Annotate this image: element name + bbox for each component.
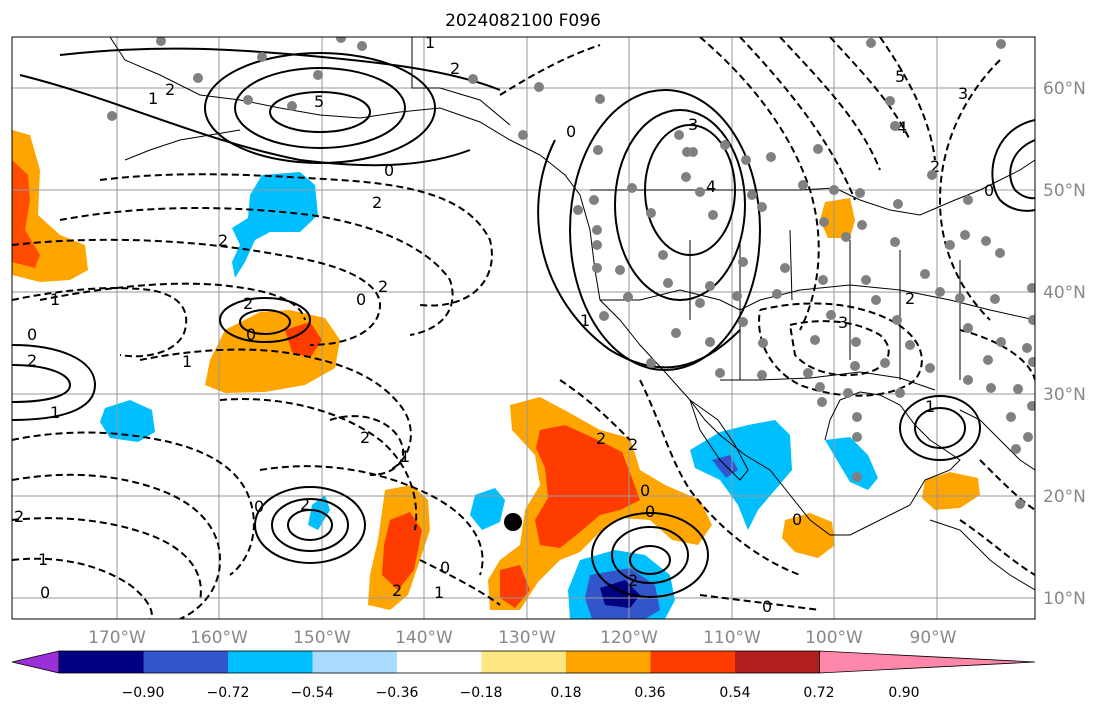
contour-label: 0 (440, 558, 450, 577)
contour-label: 1 (182, 352, 192, 371)
lat-tick-label: 10°N (1043, 589, 1086, 609)
contour-label: 3 (958, 84, 968, 103)
contour-labels: 1 2 5 2 0 2 1 0 3 4 1 2 0 1 2 0 2 0 2 2 … (14, 33, 994, 616)
lon-tick-label: 110°W (703, 628, 761, 648)
lat-tick-label: 60°N (1043, 79, 1086, 99)
contour-label: 0 (254, 497, 264, 516)
contour-label: 2 (14, 507, 24, 526)
contour-label: 3 (688, 115, 698, 134)
colorbar-frame (58, 650, 820, 674)
colorbar-tick-label: −0.18 (460, 685, 503, 701)
contour-label: 1 (148, 89, 158, 108)
contour-label: 5 (895, 67, 905, 86)
colorbar-extend-low (11, 650, 60, 674)
colorbar-tick-label: 0.18 (550, 685, 581, 701)
contour-label: 2 (392, 581, 402, 600)
contours-dashed (12, 37, 1035, 619)
storm-marker (504, 513, 522, 531)
colorbar-segment (228, 651, 313, 673)
contour-label: 3 (838, 313, 848, 332)
lon-tick-label: 150°W (293, 628, 351, 648)
colorbar-tick-label: 0.36 (634, 685, 665, 701)
colorbar-segment (312, 651, 398, 673)
contour-label: 0 (984, 181, 994, 200)
colorbar-tick-label: 0.90 (888, 685, 919, 701)
contour-label: 0 (40, 583, 50, 602)
contour-label: 2 (628, 435, 638, 454)
colorbar-segment (735, 651, 820, 673)
contour-label: 2 (628, 571, 638, 590)
contour-label: 1 (38, 550, 48, 569)
contour-label: 2 (27, 351, 37, 370)
contour-label: 0 (792, 510, 802, 529)
lon-tick-label: 170°W (88, 628, 146, 648)
colorbar-tick-label: −0.72 (207, 685, 250, 701)
colorbar-segment (481, 651, 567, 673)
colorbar-segment (566, 651, 651, 673)
contour-label: 0 (27, 325, 37, 344)
contour-label: 2 (218, 231, 228, 250)
map-frame (11, 36, 1036, 620)
contour-label: 2 (165, 80, 175, 99)
contour-label: 2 (930, 157, 940, 176)
colorbar-tick-label: −0.90 (122, 685, 165, 701)
lon-tick-label: 90°W (910, 628, 957, 648)
contour-label: 2 (360, 428, 370, 447)
contour-label: 2 (378, 277, 388, 296)
lon-axis: 170°W 160°W 150°W 140°W 130°W 120°W 110°… (88, 628, 957, 648)
colorbar-tick-label: −0.54 (291, 685, 334, 701)
colorbar-segment (59, 651, 144, 673)
lat-axis: 60°N 50°N 40°N 30°N 20°N 10°N (1043, 79, 1086, 609)
contour-label: 2 (450, 59, 460, 78)
contour-label: 2 (300, 495, 310, 514)
lon-tick-label: 120°W (600, 628, 658, 648)
contour-label: 1 (925, 397, 935, 416)
contours-solid (12, 47, 1035, 598)
lat-tick-label: 50°N (1043, 181, 1086, 201)
lat-tick-label: 30°N (1043, 385, 1086, 405)
colorbar-tick-label: 0.72 (803, 685, 834, 701)
colorbar-tick-label: 0.54 (719, 685, 750, 701)
colorbar-segment (143, 651, 229, 673)
contour-label: 1 (425, 33, 435, 52)
contour-label: 2 (372, 193, 382, 212)
contour-label: 1 (434, 583, 444, 602)
lon-tick-label: 100°W (805, 628, 863, 648)
contour-label: 1 (580, 311, 590, 330)
lat-tick-label: 40°N (1043, 283, 1086, 303)
colorbar-segment (650, 651, 736, 673)
lon-tick-label: 140°W (395, 628, 453, 648)
map-title: 2024082100 F096 (445, 11, 601, 31)
contour-label: 0 (640, 481, 650, 500)
contour-label: 2 (243, 294, 253, 313)
colorbar-extend-high (819, 650, 1036, 674)
contour-label: 0 (645, 502, 655, 521)
contour-label: 0 (246, 325, 256, 344)
contour-label: 1 (50, 403, 60, 422)
colorbar (11, 650, 1036, 674)
contour-label: 4 (706, 177, 716, 196)
contour-label: 1 (400, 447, 410, 466)
map-panel: 1 2 5 2 0 2 1 0 3 4 1 2 0 1 2 0 2 0 2 2 … (12, 33, 1035, 619)
colorbar-labels: −0.90 −0.72 −0.54 −0.36 −0.18 0.18 0.36 … (122, 685, 920, 701)
contour-label: 0 (356, 290, 366, 309)
contour-label: 0 (384, 161, 394, 180)
colorbar-tick-label: −0.36 (376, 685, 419, 701)
lon-tick-label: 160°W (190, 628, 248, 648)
contour-label: 5 (314, 92, 324, 111)
contour-label: 0 (762, 597, 772, 616)
contour-label: 0 (566, 122, 576, 141)
lon-tick-label: 130°W (498, 628, 556, 648)
colorbar-segment (397, 651, 482, 673)
contour-label: 2 (905, 289, 915, 308)
graticule (12, 37, 1035, 619)
contour-label: 1 (50, 290, 60, 309)
contour-label: 4 (897, 118, 907, 137)
lat-tick-label: 20°N (1043, 487, 1086, 507)
station-dots (107, 37, 1035, 509)
contour-label: 2 (596, 429, 606, 448)
